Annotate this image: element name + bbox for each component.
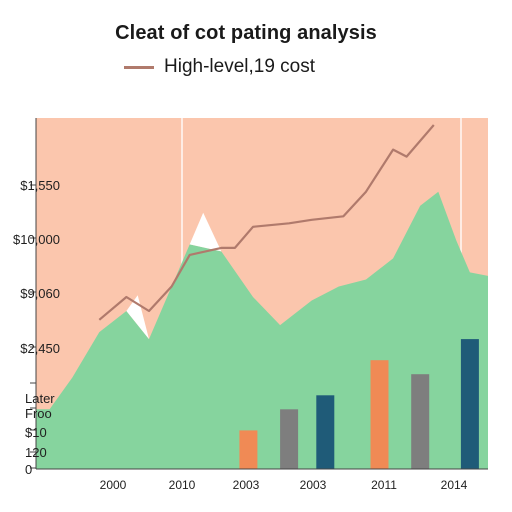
x-tick-label-3: 2003 [233,478,260,492]
y-tick-label-lower-4: 120 [25,445,47,460]
legend: High-level,19 cost [124,54,315,80]
bar-6 [460,339,479,469]
y-tick-label-1: $1,550 [20,178,60,193]
bar-1 [239,430,258,469]
chart-title: Cleat of cot pating analysis [115,22,377,44]
y-tick-label-3: $9,060 [20,286,60,301]
area-highlight-1 [126,295,149,340]
x-tick-label-4: 2003 [300,478,327,492]
y-tick-label-lower-1: Later [25,391,55,406]
line-series [98,124,435,321]
bar-3 [316,395,335,469]
area-highlight-2 [189,212,222,252]
bar-4 [370,360,389,469]
legend-label: High-level,19 cost [164,56,316,77]
x-tick-label-5: 2011 [371,478,397,492]
legend-line-swatch [124,65,154,69]
y-tick-label-lower-2: Froo [25,406,52,421]
bar-5 [411,374,430,469]
bar-2 [280,409,299,469]
x-tick-label-6: 2014 [441,478,468,492]
y-tick-label-4: $2,450 [20,341,60,356]
x-tick-label-1: 2000 [100,478,127,492]
y-tick-label-lower-5: 0 [25,462,32,477]
y-tick-label-2: $10,000 [13,232,60,247]
x-tick-label-2: 2010 [169,478,196,492]
y-tick-label-lower-3: $10 [25,425,47,440]
